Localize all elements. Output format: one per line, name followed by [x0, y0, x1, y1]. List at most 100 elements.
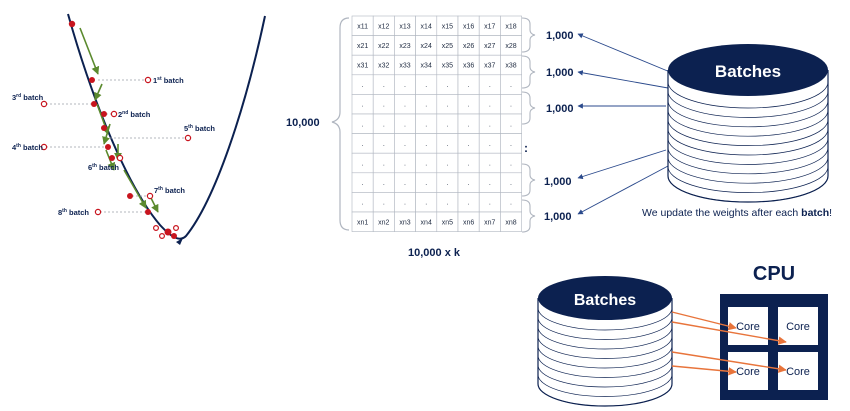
batch-label-5: 5th batch: [184, 124, 215, 133]
batches-cylinder-top: Batches: [667, 44, 829, 203]
matrix-cell-value: xn6: [463, 219, 474, 226]
gradient-descent-panel: 1st batch 2nd batch 3rd batch 4th batch …: [12, 13, 266, 245]
matrix-cell-value: .: [383, 180, 385, 187]
matrix-cell-value: .: [468, 200, 470, 207]
cylinder-ring: [537, 345, 673, 369]
leader-lines: [46, 79, 186, 213]
matrix-cell-value: .: [489, 121, 491, 128]
batch-label-2: 2nd batch: [118, 110, 151, 119]
step-arrows: [79, 27, 159, 213]
matrix-cell-value: x36: [463, 63, 474, 70]
matrix-cell-value: x25: [442, 43, 453, 50]
matrix-cell-value: x33: [399, 63, 410, 70]
cylinder-ring: [667, 119, 829, 146]
matrix-cell-value: .: [425, 121, 427, 128]
loss-curve: [67, 13, 266, 240]
matrix-cell-value: .: [446, 161, 448, 168]
matrix-cell-value: xn5: [442, 219, 453, 226]
cylinder-ring: [667, 175, 829, 203]
matrix-cell-value: .: [362, 200, 364, 207]
matrix-cell-value: .: [468, 180, 470, 187]
batch-label-3: 3rd batch: [12, 93, 44, 102]
matrix-cell-value: x31: [357, 63, 368, 70]
matrix-cell-value: .: [446, 102, 448, 109]
batch-label-1: 1st batch: [153, 76, 184, 85]
matrix-cell-value: .: [425, 161, 427, 168]
matrix-cell-value: .: [383, 141, 385, 148]
matrix-cell-value: x18: [505, 23, 516, 30]
update-weights-caption: We update the weights after each batch!: [642, 207, 832, 219]
matrix-cell-value: .: [446, 121, 448, 128]
cylinder-ring: [537, 383, 673, 407]
batch-size-1: 1,000: [546, 30, 574, 42]
matrix-cell-value: .: [489, 141, 491, 148]
matrix-cell-value: .: [404, 161, 406, 168]
batch-size-2: 1,000: [546, 67, 574, 79]
matrix-cell-value: .: [446, 200, 448, 207]
cylinder-ring: [667, 110, 829, 137]
core-label-3: Core: [736, 366, 760, 378]
cpu-block: CPU Core Core Core Core: [671, 263, 828, 400]
batch-label-4: 4th batch: [12, 143, 43, 152]
matrix-cell-value: .: [404, 141, 406, 148]
cylinder-ring: [667, 81, 829, 109]
cylinder-ring: [537, 307, 673, 331]
batch-label-7: 7th batch: [154, 186, 185, 195]
matrix-cell-value: .: [489, 200, 491, 207]
batch-size-5: 1,000: [544, 211, 572, 223]
matrix-cell-value: .: [362, 82, 364, 89]
cylinder-ring: [537, 326, 673, 350]
matrix-cell-value: .: [468, 141, 470, 148]
cylinder-ring: [537, 364, 673, 388]
matrix-cell-value: .: [383, 82, 385, 89]
cylinder-ring: [537, 374, 673, 397]
core-label-1: Core: [736, 321, 760, 333]
cylinder-ring: [667, 128, 829, 156]
matrix-cell-value: .: [425, 102, 427, 109]
core-label-2: Core: [786, 321, 810, 333]
matrix-cell-value: .: [468, 121, 470, 128]
cylinder-ring: [667, 157, 829, 184]
matrix-cell-value: .: [446, 141, 448, 148]
matrix-cell-value: xn2: [378, 219, 389, 226]
matrix-cell-value: x28: [505, 43, 516, 50]
matrix-cell-value: .: [489, 180, 491, 187]
matrix-cell-value: x21: [357, 43, 368, 50]
matrix-cell-value: .: [362, 141, 364, 148]
batch-label-6: 6th batch: [88, 163, 119, 172]
minimum-marker: [176, 238, 183, 245]
matrix-cell-value: .: [468, 82, 470, 89]
matrix-cell-value: x17: [484, 23, 495, 30]
matrix-cell-value: .: [425, 200, 427, 207]
matrix-cell-value: x38: [505, 63, 516, 70]
matrix-cell-value: xn1: [357, 219, 368, 226]
matrix-cell-value: .: [404, 180, 406, 187]
matrix-cell-value: .: [489, 102, 491, 109]
cpu-cores: Core Core Core Core: [728, 307, 818, 390]
descent-points: [68, 20, 177, 239]
cylinder-ring: [537, 355, 673, 378]
matrix-cell-value: .: [362, 121, 364, 128]
matrix-cell-value: .: [446, 180, 448, 187]
batches-title-bottom: Batches: [574, 292, 636, 309]
matrix-dims-label: 10,000 x k: [408, 247, 461, 259]
matrix-cell-value: xn7: [484, 219, 495, 226]
cylinder-ring: [537, 336, 673, 359]
matrix-cell-value: .: [362, 102, 364, 109]
matrix-cell-value: .: [425, 141, 427, 148]
matrix-cell-value: .: [510, 180, 512, 187]
matrix-cell-value: .: [510, 141, 512, 148]
matrix-cell-value: .: [383, 200, 385, 207]
vertical-ellipsis: :: [524, 141, 528, 155]
matrix-cell-value: .: [383, 161, 385, 168]
matrix-cell-value: x16: [463, 23, 474, 30]
matrix-cell-value: x15: [442, 23, 453, 30]
matrix-cell-value: xn3: [399, 219, 410, 226]
cylinder-ring: [667, 138, 829, 165]
batch-braces: [521, 17, 536, 233]
matrix-cell-value: x37: [484, 63, 495, 70]
matrix-cell-value: .: [383, 102, 385, 109]
matrix-cell-value: x12: [378, 23, 389, 30]
matrix-cell-value: .: [489, 82, 491, 89]
